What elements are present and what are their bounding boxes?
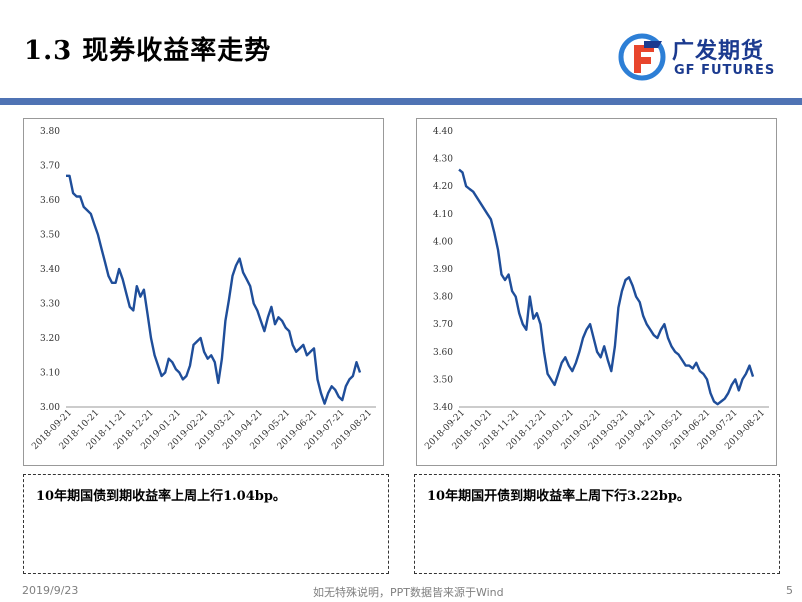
y-tick-label: 4.30 bbox=[433, 155, 453, 165]
footer-source: 如无特殊说明，PPT数据皆来源于Wind bbox=[313, 586, 504, 599]
page-number: 5 bbox=[786, 584, 793, 597]
logo-chinese-name: 广发期货 bbox=[672, 39, 765, 64]
y-tick-label: 3.80 bbox=[40, 127, 60, 137]
y-tick-label: 3.30 bbox=[40, 300, 60, 310]
note-text-left: 10年期国债到期收益率上周上行1.04bp。 bbox=[36, 489, 286, 504]
gf-logo-icon bbox=[618, 33, 666, 81]
y-tick-label: 3.60 bbox=[40, 196, 60, 206]
header-divider bbox=[0, 98, 802, 105]
y-tick-label: 3.20 bbox=[40, 334, 60, 344]
y-tick-label: 4.20 bbox=[433, 182, 453, 192]
y-tick-label: 3.50 bbox=[433, 375, 453, 385]
y-tick-label: 3.40 bbox=[433, 403, 453, 413]
y-tick-label: 3.10 bbox=[40, 369, 60, 379]
cdb-yield-chart: 4.40 4.30 4.20 4.10 4.00 3.90 3.80 3.70 3.60 3.50… bbox=[423, 127, 769, 452]
y-tick-label: 3.70 bbox=[40, 162, 60, 172]
treasury-yield-chart: 3.803.703.603.503.403.303.203.103.002018… bbox=[30, 127, 376, 452]
y-tick-label: 3.70 bbox=[433, 320, 453, 330]
y-tick-label: 4.00 bbox=[433, 237, 453, 247]
gf-futures-logo: 广发期货 GF FUTURES bbox=[618, 33, 788, 81]
chart-panel-left: 3.80 3.70 3.60 3.50 3.40 3.30 3.20 3.10 3.00 2018… bbox=[23, 118, 384, 466]
y-tick-label: 4.10 bbox=[433, 210, 453, 220]
yield-series-line bbox=[458, 168, 755, 406]
note-box-right: 10年期国开债到期收益率上周下行3.22bp。 bbox=[414, 474, 780, 574]
y-tick-label: 3.90 bbox=[433, 265, 453, 275]
page-title: 1.3 现券收益率走势 bbox=[24, 36, 272, 66]
note-box-left: 10年期国债到期收益率上周上行1.04bp。 bbox=[23, 474, 389, 574]
yield-series-line bbox=[66, 174, 362, 405]
y-tick-label: 3.60 bbox=[433, 348, 453, 358]
y-tick-label: 4.40 bbox=[433, 127, 453, 137]
note-text-right: 10年期国开债到期收益率上周下行3.22bp。 bbox=[427, 489, 690, 504]
logo-english-name: GF FUTURES bbox=[674, 63, 776, 78]
y-tick-label: 3.50 bbox=[40, 231, 60, 241]
y-tick-label: 3.00 bbox=[40, 403, 60, 413]
y-tick-label: 3.40 bbox=[40, 265, 60, 275]
y-tick-label: 3.80 bbox=[433, 293, 453, 303]
footer-date: 2019/9/23 bbox=[22, 584, 79, 597]
chart-panel-right: 4.40 4.30 4.20 4.10 4.00 3.90 3.80 3.70 3.60 3.50… bbox=[416, 118, 777, 466]
